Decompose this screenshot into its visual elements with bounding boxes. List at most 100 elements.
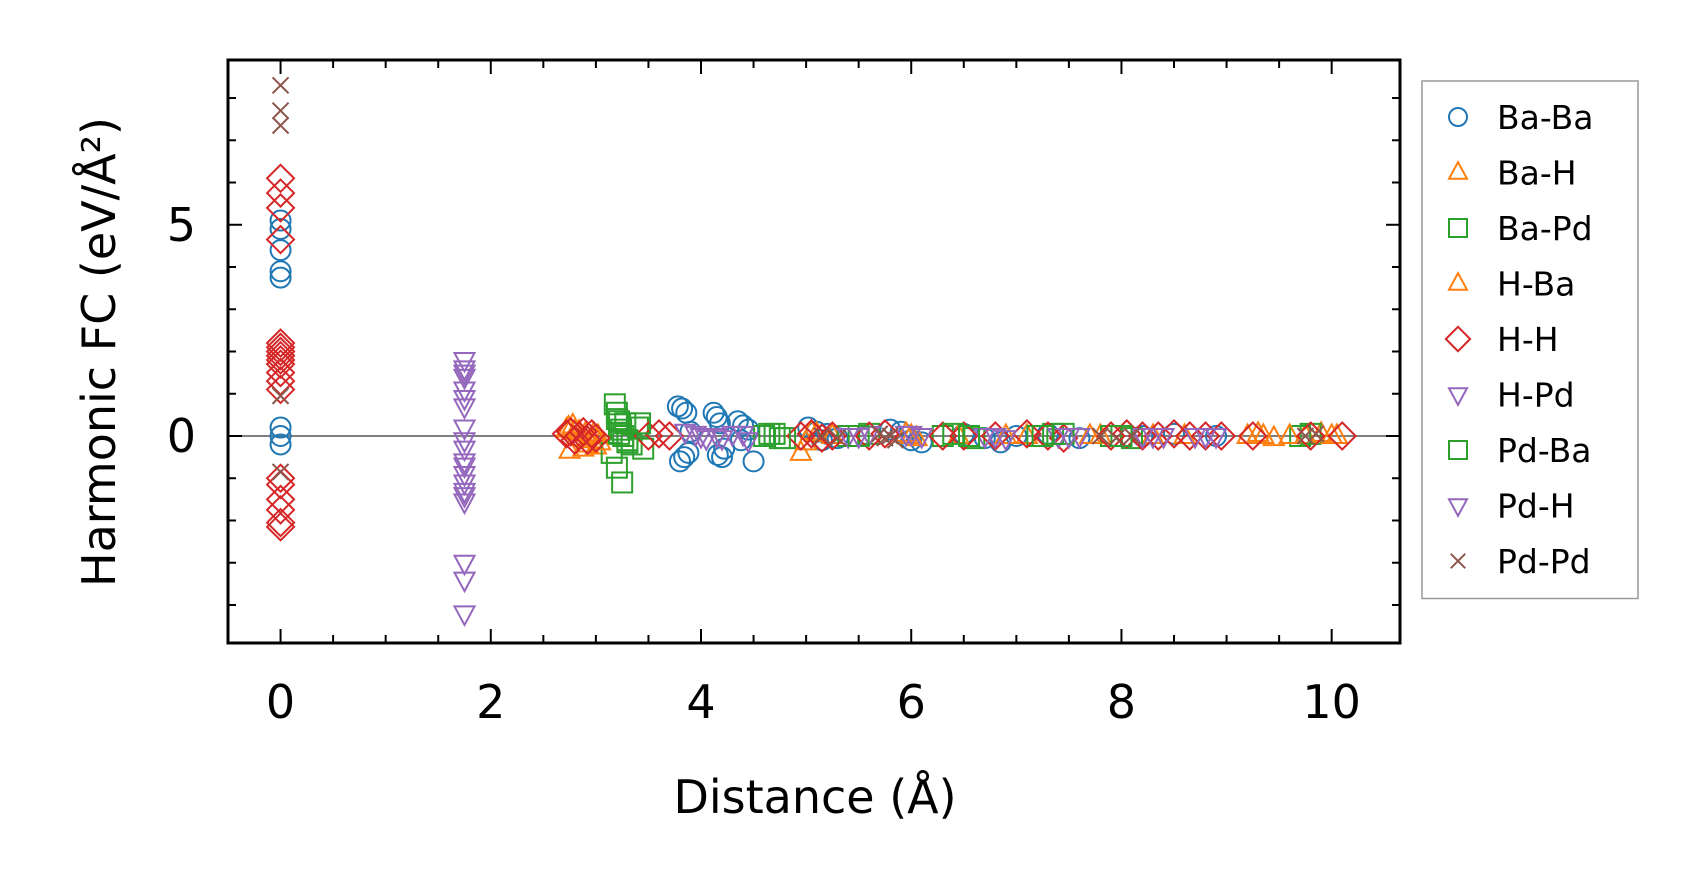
data-point xyxy=(1319,422,1344,444)
data-point xyxy=(689,427,713,450)
series-pd-ba xyxy=(605,408,1133,454)
data-point xyxy=(269,239,292,262)
data-point xyxy=(271,116,290,135)
series-pd-pd xyxy=(271,76,1325,481)
data-point xyxy=(910,427,934,450)
data-point xyxy=(1091,427,1110,445)
data-point xyxy=(265,374,296,405)
legend-marker xyxy=(1448,218,1468,238)
data-point xyxy=(580,423,611,454)
data-point xyxy=(452,482,477,505)
data-point xyxy=(605,408,628,431)
data-point xyxy=(265,511,296,542)
data-point xyxy=(271,76,290,95)
data-point xyxy=(1327,421,1358,451)
data-point xyxy=(1107,429,1125,447)
data-point xyxy=(452,398,477,421)
data-point xyxy=(1237,421,1268,451)
data-point xyxy=(879,418,902,441)
data-point xyxy=(673,446,696,469)
data-point xyxy=(1052,422,1075,445)
data-point xyxy=(828,429,847,447)
data-point xyxy=(694,430,718,452)
data-point xyxy=(557,437,582,459)
data-point xyxy=(705,427,729,450)
data-point xyxy=(1143,421,1174,451)
data-point xyxy=(269,424,292,447)
legend-marker xyxy=(1447,271,1469,291)
data-point xyxy=(708,412,731,435)
data-point xyxy=(813,427,831,445)
legend-label: Pd-Ba xyxy=(1497,431,1591,470)
legend-marker xyxy=(1447,498,1469,518)
x-tick-label: 10 xyxy=(1302,675,1361,729)
data-point xyxy=(452,440,477,463)
data-point xyxy=(588,428,612,451)
data-point xyxy=(876,429,894,447)
data-point xyxy=(994,430,1018,452)
data-point xyxy=(958,424,981,447)
data-point xyxy=(629,412,652,435)
x-tick-label: 4 xyxy=(686,675,715,729)
data-point xyxy=(265,349,296,380)
data-point xyxy=(575,430,600,453)
legend-box xyxy=(1421,80,1639,600)
plot-frame xyxy=(226,58,1402,645)
y-tick-label: 0 xyxy=(167,409,196,463)
legend-label: Ba-Ba xyxy=(1497,98,1593,137)
data-point xyxy=(452,493,477,516)
data-point xyxy=(731,425,755,448)
data-point xyxy=(1251,422,1276,444)
data-marks xyxy=(228,76,1400,628)
data-point xyxy=(886,431,905,449)
data-point xyxy=(927,421,958,451)
data-point xyxy=(571,435,595,457)
data-point xyxy=(612,424,635,447)
data-point xyxy=(271,101,290,120)
data-point xyxy=(265,469,296,500)
data-point xyxy=(551,418,582,449)
data-point xyxy=(605,456,628,479)
data-point xyxy=(1005,424,1028,447)
data-point xyxy=(452,389,477,412)
data-point xyxy=(1174,421,1205,451)
legend-marker xyxy=(1448,107,1468,127)
data-point xyxy=(269,209,292,232)
data-point xyxy=(789,439,813,461)
data-point xyxy=(817,421,848,451)
data-point xyxy=(702,401,725,424)
data-point xyxy=(894,420,918,442)
data-point xyxy=(265,163,296,194)
data-point xyxy=(785,421,816,451)
data-point xyxy=(452,605,477,628)
data-point xyxy=(710,430,734,452)
data-point xyxy=(846,427,871,450)
data-point xyxy=(265,192,296,223)
x-tick-label: 6 xyxy=(897,675,926,729)
data-point xyxy=(1296,427,1315,445)
data-point xyxy=(616,431,639,454)
data-point xyxy=(265,178,296,208)
y-tick-label: 5 xyxy=(167,198,196,252)
data-point xyxy=(265,507,296,538)
data-point xyxy=(452,571,477,594)
legend-marker xyxy=(1444,325,1472,353)
data-point xyxy=(269,260,292,283)
legend-label: H-Pd xyxy=(1497,376,1575,415)
data-point xyxy=(1123,427,1141,445)
x-tick-label: 2 xyxy=(476,675,505,729)
x-tick-label: 8 xyxy=(1107,675,1136,729)
data-point xyxy=(633,421,664,451)
data-point xyxy=(265,366,296,396)
data-point xyxy=(1141,427,1165,450)
data-point xyxy=(452,554,477,577)
data-point xyxy=(1057,427,1081,450)
data-point xyxy=(671,397,694,420)
series-h-pd xyxy=(452,351,1228,628)
data-point xyxy=(948,421,979,451)
data-point xyxy=(265,332,296,363)
legend-marker xyxy=(1447,387,1469,407)
data-point xyxy=(611,471,634,494)
data-point xyxy=(1096,421,1126,451)
data-point xyxy=(269,217,292,240)
